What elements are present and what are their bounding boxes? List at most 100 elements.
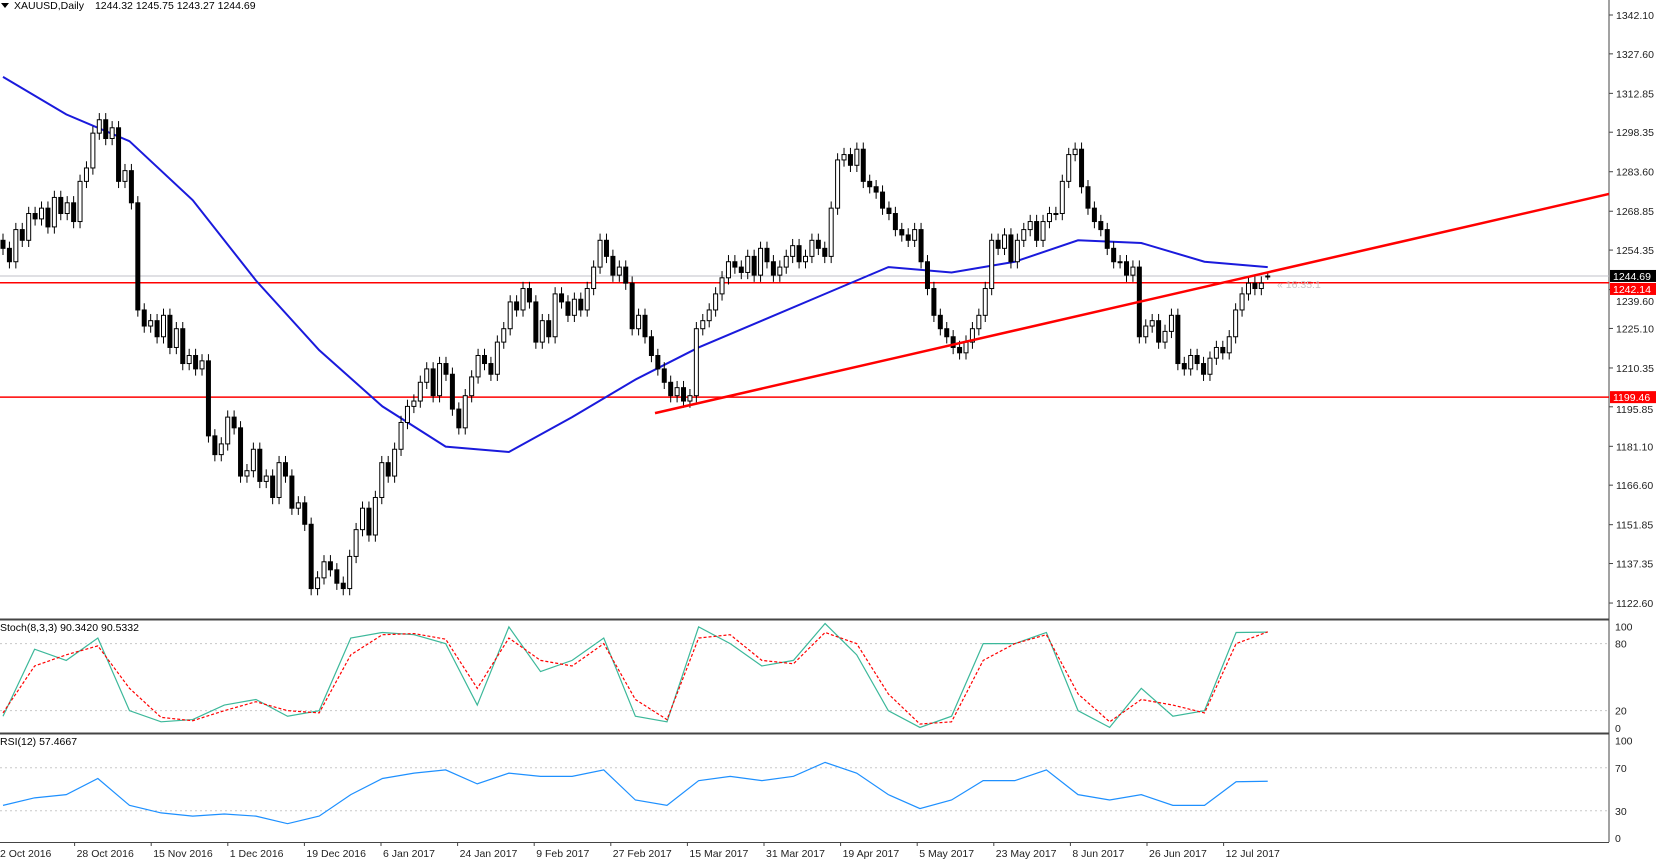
candle-body [713,293,719,311]
candle [58,190,64,221]
candle [263,469,269,489]
candle [103,113,109,146]
candle-body [1201,363,1207,375]
candle [456,402,462,435]
candle-body [83,167,89,182]
candle-body [475,355,481,378]
candle-body [745,255,751,273]
candle-body [71,202,77,223]
indicator-tick-label: 80 [1615,639,1627,651]
candle [738,260,744,280]
candle-body [1156,320,1162,343]
candle-body [886,207,892,215]
candle [205,354,211,443]
candle [482,348,487,371]
candle [437,356,443,403]
candle [116,121,122,189]
time-tick-label: 6 Jan 2017 [383,848,435,860]
price-tick-label: 1239.60 [1616,296,1654,308]
candle-body [32,213,38,220]
candle-body [610,255,616,276]
candle [1181,356,1187,376]
candle-body [803,255,808,263]
candle [282,455,288,483]
candle-body [1046,213,1052,223]
candle [308,517,314,596]
candle [462,388,468,435]
candle [212,429,218,462]
candle [430,362,436,403]
indicator-tick-label: 20 [1615,706,1627,718]
candle [1021,222,1027,248]
candle [475,348,481,384]
candle-body [90,132,96,169]
candle [809,233,815,264]
candle-body [629,282,635,330]
candle-body [116,127,122,182]
candle [700,313,706,336]
candle [944,322,950,344]
candle [854,142,860,172]
high-value: 1245.75 [135,0,174,12]
candle-body [539,320,545,343]
candle-body [19,229,25,241]
candle-body [437,363,443,397]
candle [32,206,38,226]
candle-body [1085,186,1091,209]
price-tick-label: 1342.10 [1616,10,1654,22]
candle [520,281,526,317]
candle [411,394,417,414]
candle-body [186,355,192,365]
candle-body [501,328,507,343]
candle-body [1252,282,1258,290]
candle-body [1034,221,1040,241]
candle [1220,340,1226,360]
candle-body [173,328,179,348]
candle-body [302,502,308,525]
candle-body [924,261,930,290]
candle-body [918,229,924,263]
candle [302,496,308,531]
candle-body [193,355,199,370]
candle-body [353,529,359,557]
candle [385,455,391,483]
candle [1027,214,1033,237]
candle-body [392,448,398,477]
candle [1175,308,1181,371]
candle [745,249,751,280]
time-tick-label: 5 May 2017 [919,848,974,860]
candle [501,322,507,349]
candle [770,255,776,282]
candle [681,380,687,408]
dropdown-triangle-icon[interactable] [1,3,9,8]
candle [1188,348,1194,376]
candle-body [103,119,109,140]
chart-header: XAUUSD,Daily 1244.32 1245.75 1243.27 124… [0,0,256,12]
candle [1079,142,1085,194]
candle-body [578,298,584,311]
candle [668,375,674,403]
indicator-tick-label: 100 [1615,736,1633,748]
candle [751,249,757,282]
candle-body [135,202,141,311]
price-tick-label: 1181.10 [1616,441,1653,453]
candle-body [308,523,314,590]
candle-body [347,555,353,590]
price-tick-label: 1166.60 [1616,480,1653,492]
candle-body [725,261,731,279]
candle [713,287,719,317]
candle-body [1079,148,1085,188]
price-tick-label: 1254.35 [1616,245,1654,257]
candle-body [1188,355,1194,370]
candle [565,295,571,323]
candle [148,313,154,333]
candle [96,113,102,140]
indicator-tick-label: 30 [1615,806,1627,818]
candle-body [1053,213,1059,216]
candle-body [1124,261,1129,276]
time-tick-label: 24 Jan 2017 [460,848,518,860]
candle [661,362,667,389]
candle-body [783,255,789,268]
candle-body [270,475,276,498]
